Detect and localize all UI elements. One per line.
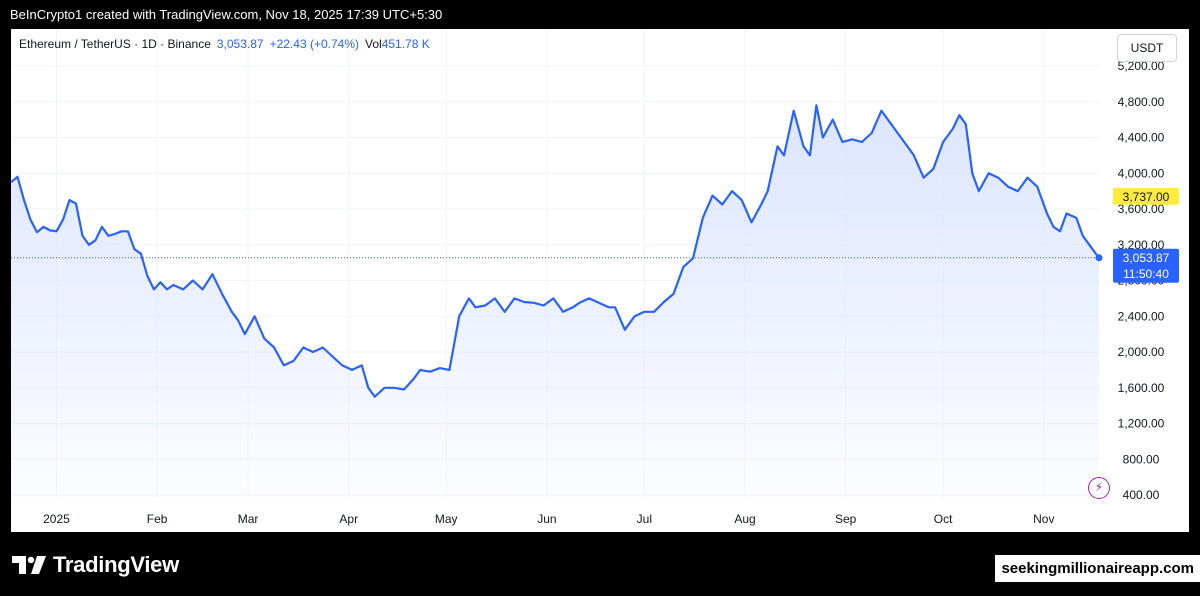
x-tick-label: 2025 (43, 512, 70, 526)
x-tick-label: Aug (734, 512, 755, 526)
symbol-legend[interactable]: Ethereum / TetherUS · 1D · Binance 3,053.… (19, 37, 430, 51)
y-tick-label: 400.00 (1123, 488, 1160, 502)
x-tick-label: Apr (339, 512, 358, 526)
x-tick-label: May (435, 512, 458, 526)
countdown-label: 11:50:40 (1123, 267, 1169, 281)
tradingview-logo-icon (12, 556, 46, 574)
highlight-price-label: 3,737.00 (1123, 190, 1170, 204)
y-tick-label: 1,600.00 (1118, 381, 1165, 395)
y-tick-label: 2,400.00 (1118, 309, 1165, 323)
y-tick-label: 4,000.00 (1118, 166, 1165, 180)
highlight-price-badge (1113, 187, 1179, 205)
x-tick-label: Jun (537, 512, 556, 526)
footer: TradingView seekingmillionaireapp.com (0, 532, 1200, 596)
chart-panel[interactable]: 400.00 800.00 1,200.00 1,600.00 2,000.00 2,40… (11, 29, 1189, 532)
current-price-label: 3,053.87 (1123, 251, 1170, 265)
tradingview-wordmark: TradingView (53, 552, 179, 577)
tradingview-logo[interactable]: TradingView (12, 552, 179, 578)
price-chart[interactable]: 400.00 800.00 1,200.00 1,600.00 2,000.00 2,40… (11, 29, 1189, 532)
y-tick-label: 2,000.00 (1118, 345, 1165, 359)
currency-button[interactable]: USDT (1117, 34, 1177, 62)
y-tick-label: 4,400.00 (1118, 131, 1165, 145)
y-tick-label: 5,200.00 (1118, 59, 1165, 73)
x-tick-label: Oct (934, 512, 953, 526)
price-line[interactable] (11, 104, 1100, 398)
current-price-badge (1113, 248, 1179, 283)
y-tick-label: 3,200.00 (1118, 238, 1165, 252)
time-axis[interactable]: 2025 Feb Mar Apr May Jun Jul Aug Sep Oct Nov (43, 512, 1054, 526)
y-tick-label: 1,200.00 (1118, 417, 1165, 431)
volume-value: 451.78 K (381, 37, 430, 51)
x-tick-label: Jul (637, 512, 652, 526)
lightning-icon[interactable]: ⚡ (1088, 477, 1110, 499)
y-tick-label: 3,600.00 (1118, 202, 1165, 216)
chart-credit: BeInCrypto1 created with TradingView.com… (10, 7, 443, 22)
price-axis-labels: 3,737.00 3,053.87 11:50:40 (1113, 187, 1179, 283)
source-watermark: seekingmillionaireapp.com (995, 555, 1200, 582)
y-tick-label: 4,800.00 (1118, 95, 1165, 109)
price-change: +22.43 (+0.74%) (269, 37, 359, 51)
last-price-point (1095, 254, 1103, 262)
y-tick-label: 800.00 (1123, 452, 1160, 466)
x-tick-label: Mar (238, 512, 259, 526)
x-tick-label: Nov (1033, 512, 1054, 526)
x-tick-label: Feb (147, 512, 168, 526)
volume-label: Vol (365, 37, 382, 51)
symbol-name[interactable]: Ethereum / TetherUS · 1D · Binance (19, 37, 211, 51)
last-price: 3,053.87 (216, 37, 264, 51)
x-tick-label: Sep (835, 512, 857, 526)
